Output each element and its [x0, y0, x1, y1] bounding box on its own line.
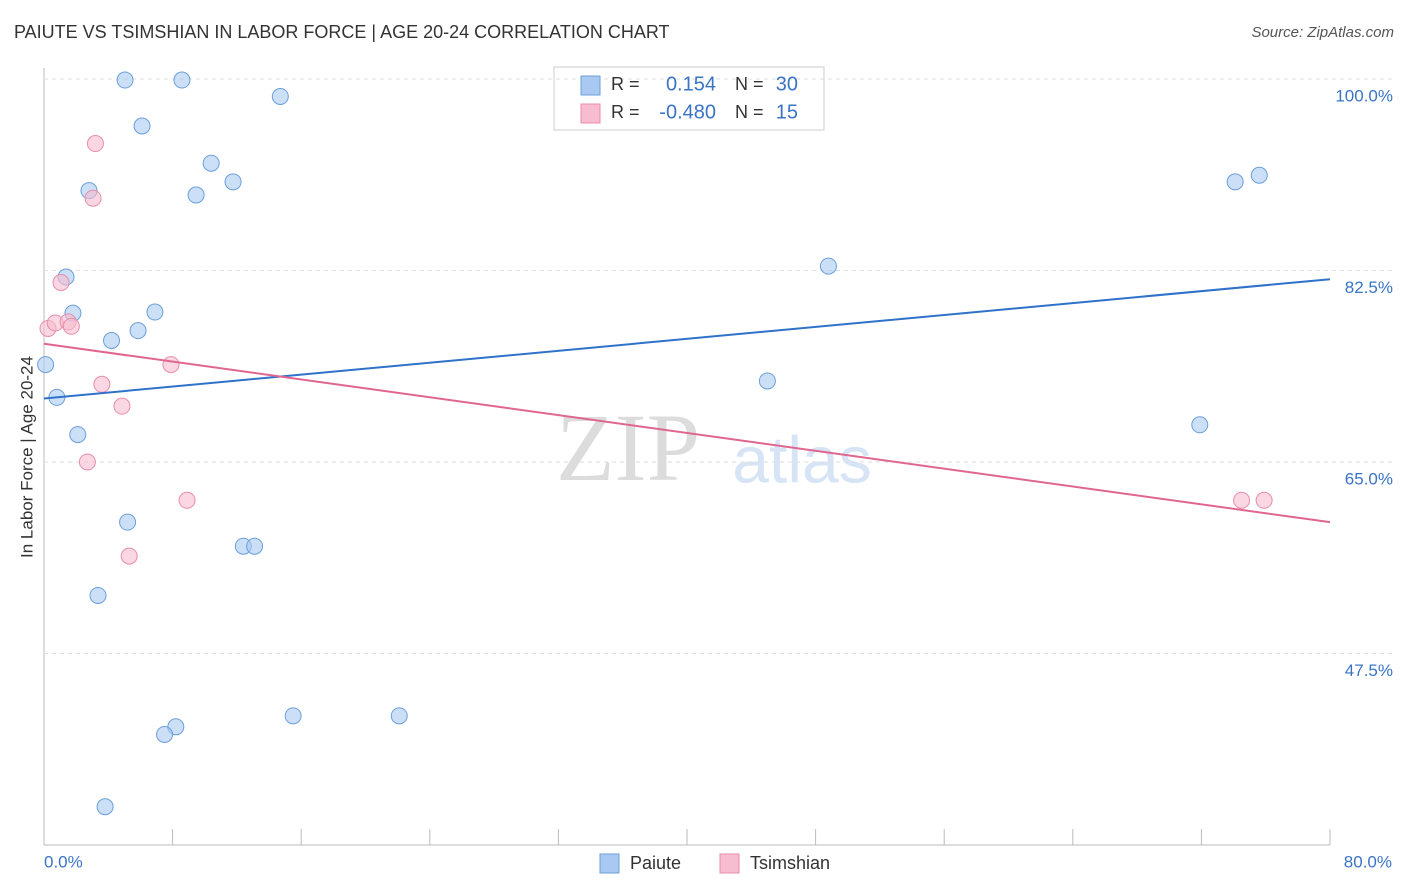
point [78, 453, 96, 471]
y-axis-label: In Labor Force | Age 20-24 [17, 356, 36, 558]
y-tick-label: 100.0% [1335, 86, 1393, 105]
point [173, 71, 191, 89]
point [246, 537, 264, 555]
legend-n: 15 [776, 101, 798, 123]
trend-line [43, 342, 1331, 524]
watermark: atlas [732, 422, 871, 496]
legend-swatch [599, 853, 620, 874]
point [69, 426, 87, 444]
legend-label: Paiute [630, 853, 681, 873]
point [202, 154, 220, 172]
legend-label: Tsimshian [750, 853, 830, 873]
x-tick-label: 0.0% [44, 852, 83, 871]
legend-swatch [580, 103, 601, 124]
point [89, 586, 107, 604]
point [1255, 491, 1273, 509]
legend-swatch [719, 853, 740, 874]
point [96, 798, 114, 816]
point [62, 317, 80, 335]
watermark: ZIP [556, 394, 700, 501]
point [390, 707, 408, 725]
point [758, 372, 776, 390]
trend-line [43, 278, 1331, 400]
point [116, 71, 134, 89]
point [224, 173, 242, 191]
point [156, 725, 174, 743]
legend-stat-label: N = [735, 102, 764, 122]
legend-r: 0.154 [666, 73, 716, 95]
point [284, 707, 302, 725]
point [133, 117, 151, 135]
point [84, 189, 102, 207]
point [129, 322, 147, 340]
point [103, 331, 121, 349]
y-tick-label: 65.0% [1345, 469, 1393, 488]
point [271, 87, 289, 105]
point [162, 356, 180, 374]
point [1250, 166, 1268, 184]
chart-title: PAIUTE VS TSIMSHIAN IN LABOR FORCE | AGE… [14, 22, 670, 42]
point [146, 303, 164, 321]
point [119, 513, 137, 531]
point [120, 547, 138, 565]
point [113, 397, 131, 415]
point [178, 491, 196, 509]
legend-stat-label: R = [611, 102, 640, 122]
point [52, 273, 70, 291]
legend-stat-label: N = [735, 74, 764, 94]
y-tick-label: 82.5% [1345, 278, 1393, 297]
x-tick-label: 80.0% [1344, 852, 1392, 871]
source: Source: ZipAtlas.com [1251, 24, 1394, 41]
point [187, 186, 205, 204]
legend-swatch [580, 75, 601, 96]
point [86, 135, 104, 153]
point [37, 356, 55, 374]
point [819, 257, 837, 275]
y-tick-label: 47.5% [1345, 661, 1393, 680]
point [1191, 416, 1209, 434]
point [93, 375, 111, 393]
legend-n: 30 [776, 73, 798, 95]
legend-stat-label: R = [611, 74, 640, 94]
legend-r: -0.480 [659, 101, 716, 123]
point [1226, 173, 1244, 191]
point [1233, 491, 1251, 509]
